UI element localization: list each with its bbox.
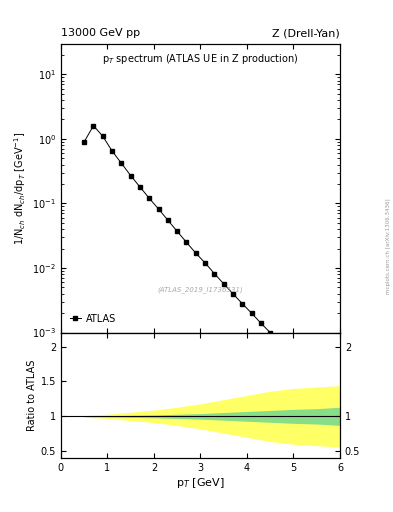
ATLAS [82, 139, 86, 145]
X-axis label: p$_T$ [GeV]: p$_T$ [GeV] [176, 476, 225, 490]
ATLAS [119, 160, 124, 166]
ATLAS [259, 320, 263, 326]
ATLAS [165, 217, 170, 223]
ATLAS [184, 239, 189, 245]
ATLAS [156, 206, 161, 212]
Text: p$_T$ spectrum (ATLAS UE in Z production): p$_T$ spectrum (ATLAS UE in Z production… [102, 52, 299, 66]
ATLAS [175, 228, 180, 234]
Text: Z (Drell-Yan): Z (Drell-Yan) [272, 28, 340, 38]
ATLAS [193, 250, 198, 256]
ATLAS [110, 148, 114, 154]
ATLAS [268, 330, 273, 336]
ATLAS [314, 372, 319, 378]
Text: (ATLAS_2019_I1736531): (ATLAS_2019_I1736531) [158, 286, 243, 292]
Text: mcplots.cern.ch [arXiv:1306.3436]: mcplots.cern.ch [arXiv:1306.3436] [386, 198, 391, 293]
ATLAS [221, 281, 226, 287]
ATLAS [249, 310, 254, 316]
ATLAS [305, 365, 310, 371]
Legend: ATLAS: ATLAS [66, 310, 120, 328]
ATLAS [212, 270, 217, 276]
ATLAS [296, 357, 300, 363]
ATLAS [91, 123, 96, 129]
Y-axis label: Ratio to ATLAS: Ratio to ATLAS [26, 360, 37, 431]
ATLAS [231, 291, 235, 297]
ATLAS [277, 339, 282, 345]
ATLAS [286, 348, 291, 354]
ATLAS [147, 195, 152, 201]
ATLAS [138, 184, 142, 190]
Line: ATLAS: ATLAS [82, 123, 319, 377]
ATLAS [203, 260, 208, 266]
Text: 13000 GeV pp: 13000 GeV pp [61, 28, 140, 38]
Y-axis label: 1/N$_{ch}$ dN$_{ch}$/dp$_T$ [GeV$^{-1}$]: 1/N$_{ch}$ dN$_{ch}$/dp$_T$ [GeV$^{-1}$] [12, 132, 28, 245]
ATLAS [101, 133, 105, 139]
ATLAS [240, 301, 244, 307]
ATLAS [128, 173, 133, 179]
